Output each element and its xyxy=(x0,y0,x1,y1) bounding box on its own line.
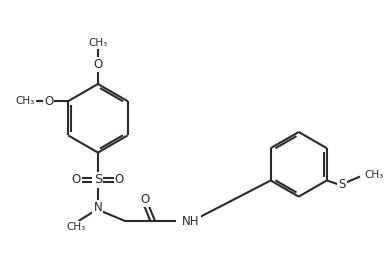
Text: O: O xyxy=(93,58,102,71)
Text: CH₃: CH₃ xyxy=(67,222,86,232)
Text: O: O xyxy=(72,174,81,186)
Text: O: O xyxy=(115,174,124,186)
Text: S: S xyxy=(94,174,102,186)
Text: CH₃: CH₃ xyxy=(364,170,383,180)
Text: O: O xyxy=(140,193,149,206)
Text: CH₃: CH₃ xyxy=(15,96,35,106)
Text: NH: NH xyxy=(182,215,200,227)
Text: O: O xyxy=(44,95,53,108)
Text: CH₃: CH₃ xyxy=(88,38,107,48)
Text: N: N xyxy=(94,201,102,214)
Text: S: S xyxy=(339,178,346,191)
